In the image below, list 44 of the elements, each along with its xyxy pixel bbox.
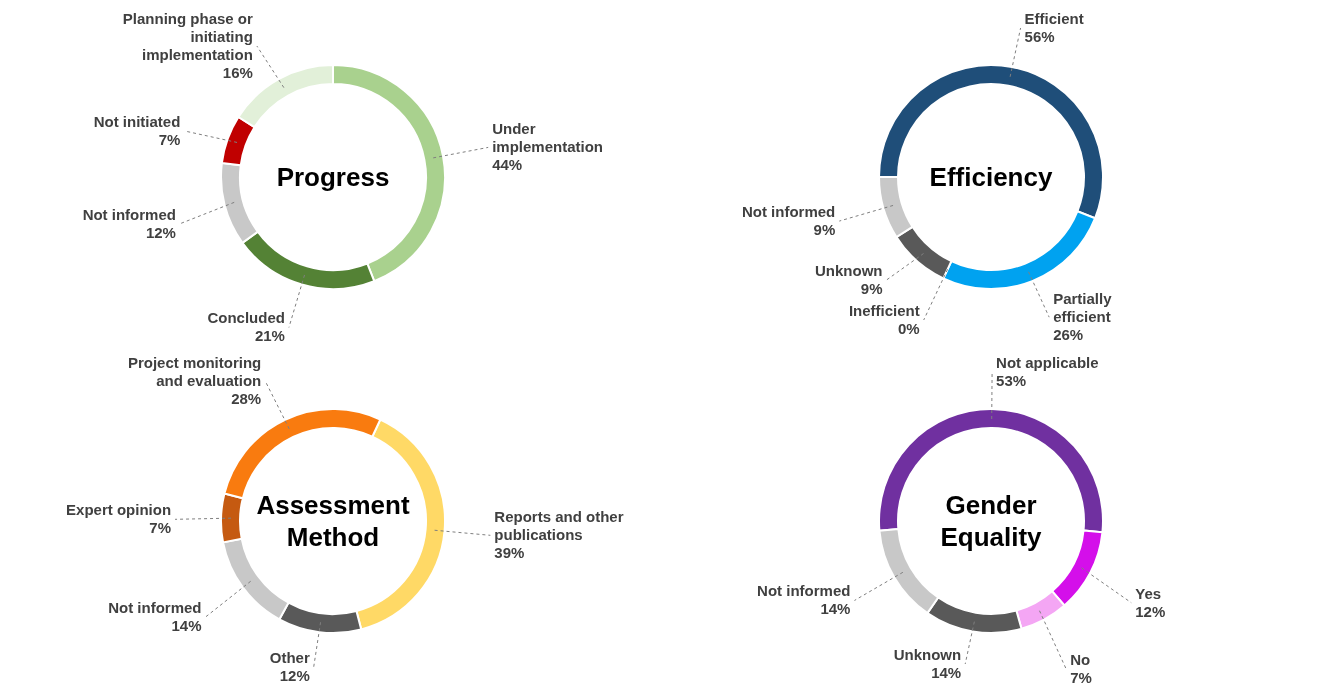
slice-label: Yes	[1135, 584, 1162, 602]
text: Efficiency	[929, 161, 1053, 193]
data-label: 12%	[145, 223, 176, 241]
data-label: 14%	[931, 664, 962, 681]
text: Progress	[276, 161, 390, 193]
slice-label: Not informed	[757, 582, 851, 600]
data-label: 53%	[996, 372, 1027, 389]
slice-label: Concluded	[207, 309, 285, 327]
data-label: 39%	[494, 544, 525, 562]
text: Gender Equality	[940, 489, 1042, 553]
slice-label: Efficient	[1024, 10, 1084, 27]
data-label: 7%	[149, 519, 172, 537]
slice-label: Not informed	[741, 203, 836, 221]
slice-label: Not informed	[82, 205, 176, 223]
slice-label: Reports and other publications	[494, 508, 624, 544]
data-label: 9%	[813, 221, 836, 239]
data-label: 28%	[231, 390, 262, 407]
data-label: 9%	[860, 280, 883, 297]
slice-label: Not initiated	[93, 112, 181, 130]
data-label: 26%	[1053, 326, 1084, 344]
data-label: 14%	[171, 617, 202, 635]
slice-label: Expert opinion	[66, 501, 172, 519]
data-label: 14%	[820, 600, 851, 618]
data-label: 21%	[254, 327, 285, 345]
slice-label: Unknown	[893, 646, 962, 663]
slice-label: Project monitoring and evaluation	[127, 354, 262, 389]
slice-label: Unknown	[815, 262, 883, 279]
data-label: 44%	[492, 156, 523, 174]
data-label: 12%	[279, 666, 310, 684]
text: 0%	[898, 320, 920, 337]
slice-label: Not applicable	[996, 354, 1099, 371]
data-label: 16%	[222, 64, 253, 81]
data-label: 7%	[1070, 668, 1092, 686]
slice-label: Partially efficient	[1053, 290, 1113, 326]
data-label: 12%	[1135, 602, 1166, 620]
text: Assessment Method	[256, 489, 410, 553]
slice-label: No	[1070, 650, 1091, 668]
category-label: Inefficient	[848, 302, 920, 319]
data-label: 56%	[1024, 28, 1055, 45]
slice-label: Other	[269, 648, 310, 666]
slice-label: Not informed	[108, 599, 202, 617]
slice-label: Under implementation	[492, 120, 604, 156]
data-label: 7%	[158, 130, 181, 148]
slice-label: Planning phase or initiating implementation	[122, 10, 254, 63]
